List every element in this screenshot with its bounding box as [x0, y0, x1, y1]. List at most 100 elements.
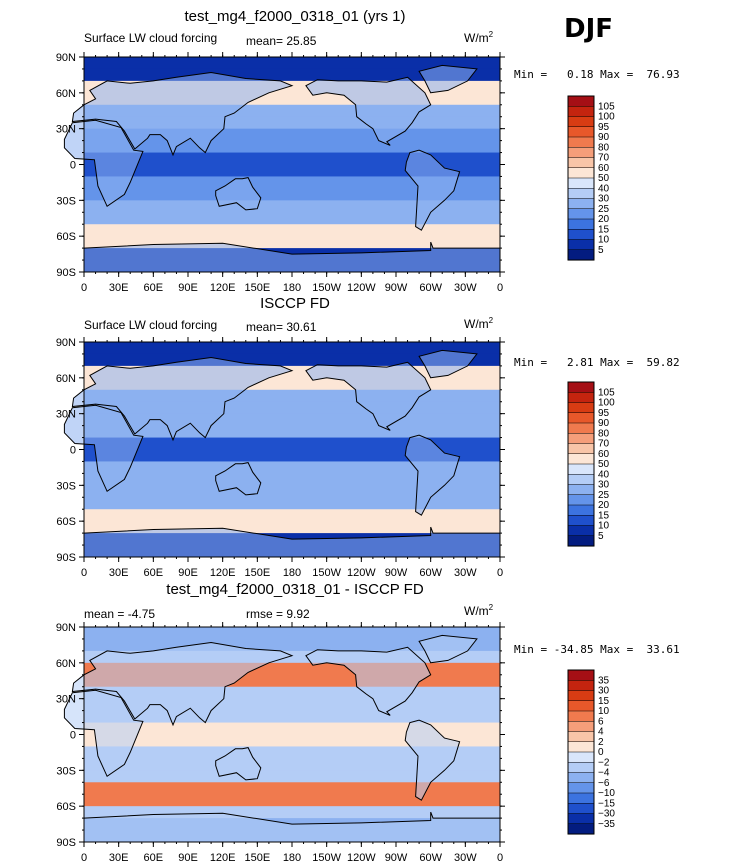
colorbar-label: 70: [598, 153, 610, 164]
lon-tick-label: 150E: [244, 282, 270, 292]
colorbar-label: 4: [598, 727, 604, 738]
mean-stat: mean= 30.61: [246, 320, 317, 334]
colorbar-label: 15: [598, 696, 610, 707]
lat-tick-label: 30N: [56, 124, 76, 136]
lon-tick-label: 150W: [312, 852, 341, 864]
colorbar-swatch: [567, 731, 595, 743]
coastline: [305, 361, 432, 431]
colorbar-label: 90: [598, 418, 610, 429]
lon-tick-label: 120E: [210, 852, 236, 864]
coastline: [418, 634, 478, 664]
colorbar-label: 15: [598, 510, 610, 521]
lon-tick-label: 60W: [419, 567, 442, 577]
colorbar-swatch: [567, 823, 595, 835]
colorbar-swatch: [567, 700, 595, 712]
coastline: [305, 646, 432, 716]
lon-tick-label: 150W: [312, 567, 341, 577]
colorbar-label: 70: [598, 439, 610, 450]
colorbar-label: 25: [598, 490, 610, 501]
colorbar-label: 6: [598, 716, 604, 727]
lon-tick-label: 60E: [144, 852, 164, 864]
lat-tick-label: 90N: [56, 52, 76, 64]
field-band: [84, 758, 500, 771]
colorbar-swatch: [567, 177, 595, 189]
coastline: [404, 434, 461, 516]
lon-tick-label: 90W: [385, 852, 408, 864]
lon-tick-label: 30E: [109, 282, 129, 292]
field-label: Surface LW cloud forcing: [84, 318, 218, 332]
field-band: [84, 497, 500, 510]
coastline: [71, 71, 294, 157]
lat-tick-label: 90S: [56, 267, 76, 279]
lat-tick-label: 90N: [56, 337, 76, 349]
lat-tick-label: 60N: [56, 88, 76, 100]
colorbar-swatch: [567, 751, 595, 763]
coastline: [215, 747, 262, 781]
colorbar-label: 105: [598, 101, 615, 112]
colorbar-swatch: [567, 95, 595, 107]
lon-tick-label: 0: [497, 852, 503, 864]
lat-tick-label: 30S: [56, 480, 76, 492]
colorbar-swatch: [567, 412, 595, 424]
lon-tick-label: 180: [283, 567, 301, 577]
colorbar-swatch: [567, 669, 595, 681]
lon-tick-label: 120E: [210, 282, 236, 292]
coastline: [305, 76, 432, 146]
lon-tick-label: 90E: [178, 282, 198, 292]
lon-tick-label: 120E: [210, 567, 236, 577]
colorbar-label: 5: [598, 531, 604, 542]
field-band: [84, 627, 500, 640]
colorbar-label: 100: [598, 398, 615, 409]
colorbar-swatch: [567, 721, 595, 733]
lat-tick-label: 60S: [56, 801, 76, 813]
colorbar-label: 10: [598, 235, 610, 246]
colorbar-label: 80: [598, 142, 610, 153]
lon-tick-label: 60E: [144, 282, 164, 292]
lat-tick-label: 30N: [56, 409, 76, 421]
field-band: [84, 449, 500, 462]
lon-tick-label: 90E: [178, 852, 198, 864]
lon-tick-label: 30E: [109, 567, 129, 577]
colorbar-swatch: [567, 463, 595, 475]
colorbar-swatch: [567, 494, 595, 506]
coastline: [215, 177, 262, 211]
units-label: W/m2: [464, 603, 494, 618]
colorbar-swatch: [567, 422, 595, 434]
map-plot: 90N 60N 30N 0 30S 60S 90S 0 30E 60E 90E 120E 150E 180…: [56, 52, 505, 292]
map-plot: 90N 60N 30N 0 30S 60S 90S 0 30E 60E 90E 120E 150E 180…: [56, 622, 505, 864]
field-band: [84, 200, 500, 213]
colorbar-label: 105: [598, 387, 615, 398]
lon-tick-label: 30W: [454, 282, 477, 292]
colorbar-label: −30: [598, 809, 615, 820]
colorbar-label: 60: [598, 449, 610, 460]
colorbar-label: −10: [598, 788, 615, 799]
colorbar-swatch: [567, 239, 595, 251]
colorbar-swatch: [567, 157, 595, 169]
colorbar-label: 50: [598, 173, 610, 184]
field-band: [84, 782, 500, 795]
lat-tick-label: 30S: [56, 765, 76, 777]
colorbar-label: 100: [598, 112, 615, 123]
lon-tick-label: 90W: [385, 282, 408, 292]
colorbar-swatch: [567, 515, 595, 527]
colorbar-label: −35: [598, 819, 615, 830]
colorbar-label: 15: [598, 224, 610, 235]
colorbar-swatch: [567, 229, 595, 241]
lon-tick-label: 90E: [178, 567, 198, 577]
field-band: [84, 212, 500, 225]
colorbar-swatch: [567, 741, 595, 753]
lon-tick-label: 120W: [347, 852, 376, 864]
lat-tick-label: 0: [70, 445, 76, 457]
colorbar-swatch: [567, 535, 595, 547]
colorbar-swatch: [567, 218, 595, 230]
colorbar-swatch: [567, 504, 595, 516]
colorbar-swatch: [567, 433, 595, 445]
colorbar-swatch: [567, 208, 595, 220]
colorbar-label: 30: [598, 686, 610, 697]
coastline: [418, 349, 478, 379]
colorbar-label: 40: [598, 183, 610, 194]
field-band: [84, 188, 500, 201]
